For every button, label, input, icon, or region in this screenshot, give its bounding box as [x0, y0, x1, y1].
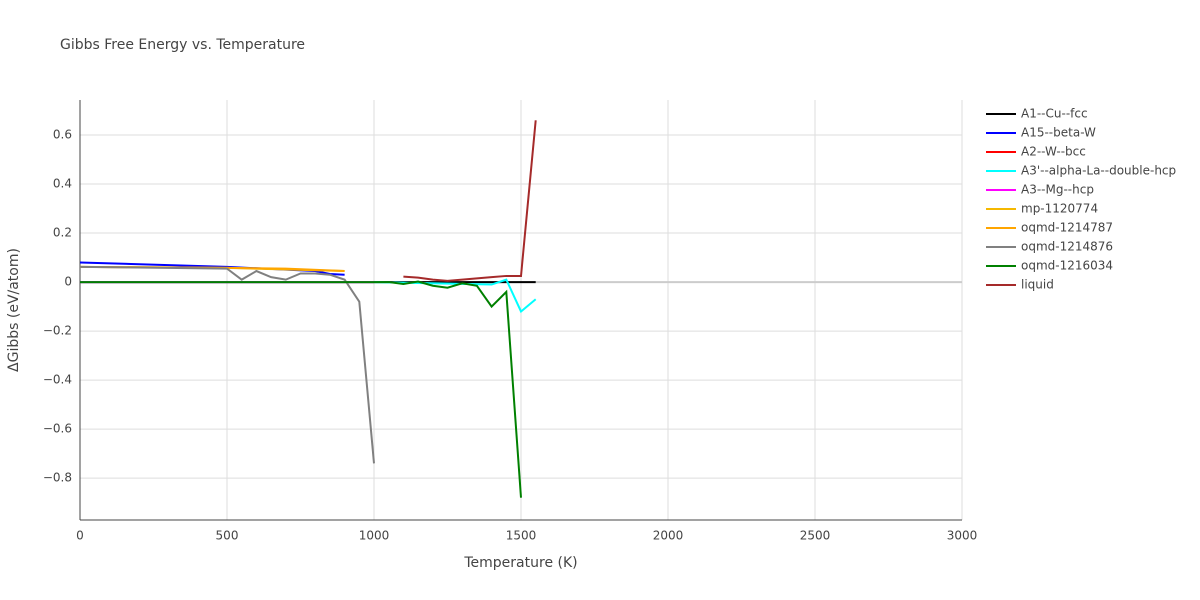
- series-line: [403, 120, 537, 282]
- x-tick-label: 2000: [653, 529, 684, 543]
- x-tick-label: 2500: [800, 529, 831, 543]
- legend-label: mp-1120774: [1021, 202, 1098, 216]
- y-axis-label: ΔGibbs (eV/atom): [6, 248, 22, 372]
- legend-label: liquid: [1021, 278, 1054, 292]
- x-tick-label: 0: [76, 529, 84, 543]
- legend-label: A3--Mg--hcp: [1021, 183, 1094, 197]
- y-tick-label: −0.4: [43, 373, 72, 387]
- x-tick-label: 1000: [359, 529, 390, 543]
- y-tick-label: 0.2: [53, 226, 72, 240]
- y-tick-label: −0.2: [43, 324, 72, 338]
- legend-label: A3'--alpha-La--double-hcp: [1021, 164, 1176, 178]
- series-line: [80, 280, 522, 498]
- legend-label: A1--Cu--fcc: [1021, 107, 1088, 121]
- legend-label: oqmd-1216034: [1021, 259, 1113, 273]
- legend-label: oqmd-1214876: [1021, 240, 1113, 254]
- legend-label: A2--W--bcc: [1021, 145, 1086, 159]
- x-tick-label: 500: [216, 529, 239, 543]
- legend-label: A15--beta-W: [1021, 126, 1096, 140]
- y-tick-label: −0.8: [43, 471, 72, 485]
- y-tick-label: 0.6: [53, 128, 72, 142]
- chart-title: Gibbs Free Energy vs. Temperature: [60, 37, 305, 53]
- series-line: [79, 265, 375, 464]
- y-tick-label: 0: [64, 275, 72, 289]
- y-tick-label: −0.6: [43, 422, 72, 436]
- y-tick-label: 0.4: [53, 177, 72, 191]
- x-tick-label: 3000: [947, 529, 978, 543]
- legend-label: oqmd-1214787: [1021, 221, 1113, 235]
- x-tick-label: 1500: [506, 529, 537, 543]
- x-axis-label: Temperature (K): [463, 555, 577, 571]
